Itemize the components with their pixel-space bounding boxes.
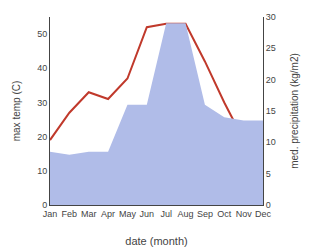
svg-text:20: 20 xyxy=(37,132,47,142)
svg-text:Feb: Feb xyxy=(62,209,78,219)
svg-text:Nov: Nov xyxy=(236,209,253,219)
svg-text:40: 40 xyxy=(37,63,47,73)
svg-text:Dec: Dec xyxy=(255,209,272,219)
svg-text:Mar: Mar xyxy=(81,209,97,219)
svg-text:Sep: Sep xyxy=(197,209,213,219)
svg-text:50: 50 xyxy=(37,29,47,39)
svg-text:5: 5 xyxy=(266,169,271,179)
svg-text:20: 20 xyxy=(266,75,276,85)
svg-text:15: 15 xyxy=(266,106,276,116)
svg-text:0: 0 xyxy=(42,200,47,210)
svg-text:May: May xyxy=(119,209,137,219)
svg-text:med. precipitation (kg/m2): med. precipitation (kg/m2) xyxy=(289,53,300,169)
svg-text:Apr: Apr xyxy=(101,209,115,219)
svg-text:Jan: Jan xyxy=(43,209,58,219)
svg-text:30: 30 xyxy=(37,98,47,108)
svg-text:10: 10 xyxy=(266,137,276,147)
svg-text:date (month): date (month) xyxy=(125,235,187,247)
svg-text:Oct: Oct xyxy=(217,209,232,219)
svg-text:10: 10 xyxy=(37,166,47,176)
svg-text:Jun: Jun xyxy=(140,209,155,219)
svg-text:25: 25 xyxy=(266,43,276,53)
svg-text:Aug: Aug xyxy=(178,209,194,219)
svg-text:30: 30 xyxy=(266,12,276,22)
svg-text:Jul: Jul xyxy=(160,209,172,219)
svg-text:max temp (C): max temp (C) xyxy=(11,81,22,142)
svg-text:0: 0 xyxy=(266,200,271,210)
